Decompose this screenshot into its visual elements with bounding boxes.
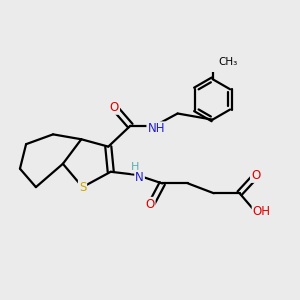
Text: H: H: [131, 163, 140, 172]
Text: S: S: [79, 181, 86, 194]
Text: O: O: [146, 198, 154, 211]
Text: N: N: [135, 171, 144, 184]
Text: OH: OH: [253, 205, 271, 218]
Text: O: O: [251, 169, 260, 182]
Text: CH₃: CH₃: [219, 57, 238, 67]
Text: O: O: [110, 101, 119, 114]
Text: NH: NH: [147, 122, 165, 135]
